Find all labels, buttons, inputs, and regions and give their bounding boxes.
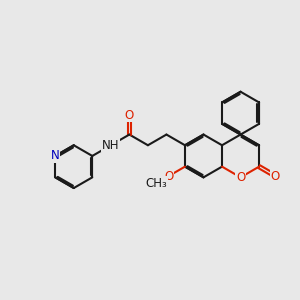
Text: O: O — [164, 169, 173, 183]
Text: O: O — [125, 109, 134, 122]
Text: O: O — [236, 171, 245, 184]
Text: O: O — [271, 169, 280, 183]
Text: NH: NH — [102, 139, 120, 152]
Text: CH₃: CH₃ — [146, 176, 167, 190]
Text: N: N — [51, 149, 60, 162]
